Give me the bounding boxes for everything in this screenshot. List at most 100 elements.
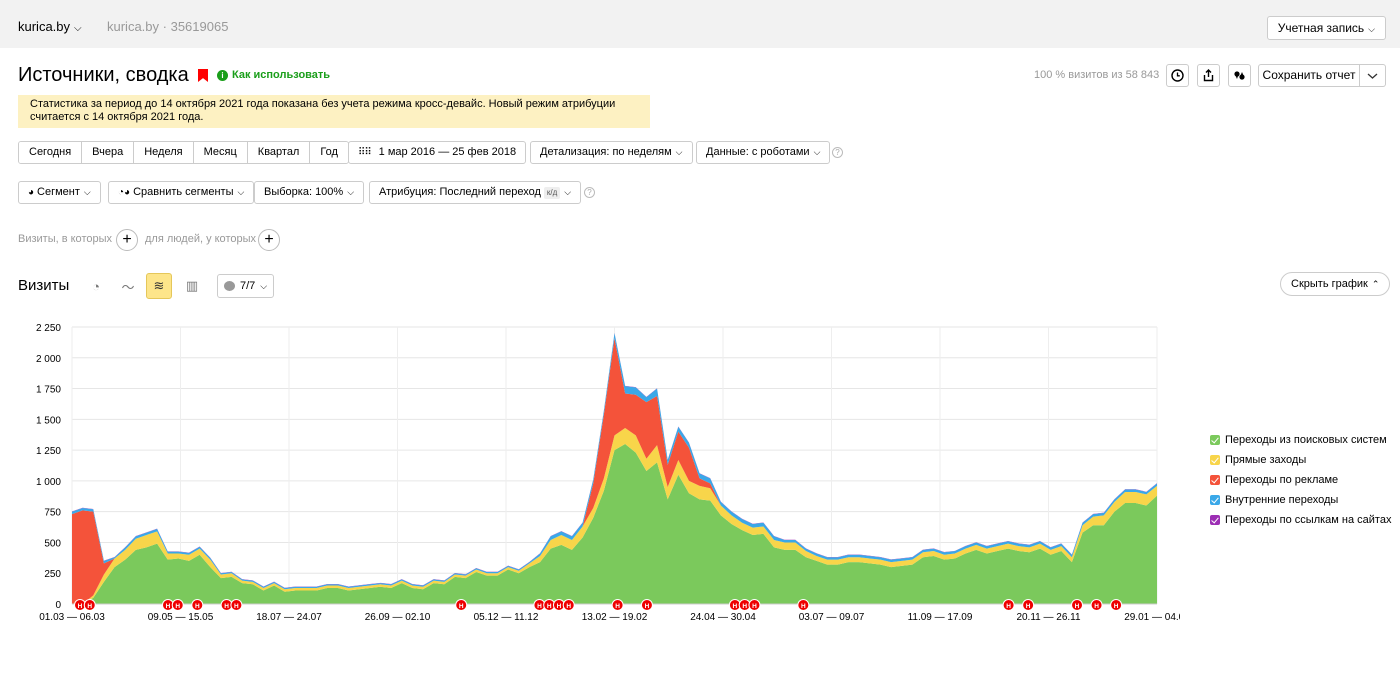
x-tick-label: 13.02 — 19.02 [582,612,648,623]
x-tick-label: 03.07 — 09.07 [799,612,865,623]
hide-chart-button[interactable]: Скрыть график ⌃ [1280,272,1391,296]
bar-chart-view-button[interactable]: ▥ [179,273,205,299]
y-tick-label: 500 [44,538,61,549]
period-today[interactable]: Сегодня [19,142,83,163]
chevron-down-icon: ⌵ [74,23,82,34]
pie-chart-icon: ◔ [92,278,100,294]
legend-item[interactable]: Переходы из поисковых систем [1210,430,1391,450]
help-icon[interactable]: ? [584,187,595,198]
x-tick-label: 24.04 — 30.04 [690,612,756,623]
holiday-marker [191,599,204,611]
x-tick-label: 18.07 — 24.07 [256,612,322,623]
calendar-icon: ⠿⠿ [358,147,372,158]
export-button[interactable] [1197,64,1220,87]
x-tick-label: 29.01 — 04.02 [1124,612,1180,623]
holiday-marker-label: Н [1114,603,1119,610]
y-tick-label: 1 750 [36,385,61,396]
holiday-marker-label: Н [459,603,464,610]
chevron-down-icon: ⌵ [260,281,268,291]
how-to-use-link[interactable]: i Как использовать [217,69,330,81]
visits-stacked-area-chart: 0 250 500 750 1 000 1 250 1 500 1 750 2 000 2 250… [36,323,1180,623]
site-selector[interactable]: kurica.by ⌵ [18,19,82,34]
chevron-down-icon: ⌵ [813,147,821,157]
x-tick-label: 26.09 — 02.10 [365,612,431,623]
visits-filter-label: Визиты, в которых [18,233,112,245]
help-icon[interactable]: ? [832,147,843,158]
segment-dropdown[interactable]: ◕ Сегмент ⌵ [18,181,101,204]
holiday-marker-label: Н [547,603,552,610]
period-yesterday[interactable]: Вчера [82,142,135,163]
clock-icon [1171,69,1184,82]
y-tick-label: 2 250 [36,323,61,334]
legend-item[interactable]: Переходы по рекламе [1210,470,1391,490]
holiday-marker-label: Н [537,603,542,610]
period-quarter[interactable]: Квартал [247,142,311,163]
holiday-marker-label: Н [234,603,239,610]
chevron-down-icon: ⌵ [237,187,245,197]
x-tick-label: 20.11 — 26.11 [1016,612,1081,623]
y-tick-label: 1 000 [36,477,61,488]
checkbox-icon[interactable] [1210,475,1220,485]
period-week[interactable]: Неделя [134,142,194,163]
holiday-marker [230,599,243,611]
account-button[interactable]: Учетная запись ⌵ [1266,16,1386,40]
holiday-marker-label: Н [1026,603,1031,610]
chevron-down-icon: ⌵ [347,187,355,197]
add-visit-filter-button[interactable]: + [116,229,138,251]
y-tick-label: 1 500 [36,415,61,426]
x-tick-label: 11.09 — 17.09 [908,612,973,623]
quote-icon [1234,71,1245,80]
x-tick-label: 09.05 — 15.05 [148,612,214,623]
page-title: Источники, сводка [18,64,189,86]
chevron-down-icon: ⌵ [83,187,91,197]
attribution-dropdown[interactable]: Атрибуция: Последний переход к/д ⌵ [369,181,582,204]
chevron-down-icon: ⌵ [675,147,683,157]
compare-segments-dropdown[interactable]: ◔◕ Сравнить сегменты ⌵ [108,181,255,204]
holiday-marker-label: Н [645,603,650,610]
area-series-3 [72,338,1157,604]
holiday-marker-label: Н [1094,603,1099,610]
history-button[interactable] [1166,64,1189,87]
legend-item[interactable]: Внутренние переходы [1210,490,1391,510]
period-year[interactable]: Год [310,142,348,163]
info-icon: i [217,69,228,81]
y-tick-label: 1 250 [36,446,61,457]
add-people-filter-button[interactable]: + [258,229,280,251]
holiday-marker-label: Н [166,603,171,610]
cross-device-badge: к/д [543,187,561,199]
line-chart-view-button[interactable]: 〜 [115,273,141,299]
save-report-button[interactable]: Сохранить отчет [1258,64,1360,87]
holiday-marker [455,599,468,611]
legend-item[interactable]: Прямые заходы [1210,450,1391,470]
legend-label: Переходы по ссылкам на сайтах [1225,514,1392,526]
area-series-1 [72,443,1157,604]
save-report-dropdown[interactable] [1360,64,1386,87]
holiday-marker [562,599,575,611]
period-month[interactable]: Месяц [193,142,248,163]
checkbox-icon[interactable] [1210,435,1220,445]
series-selector[interactable]: 7/7 ⌵ [217,274,275,298]
sample-dropdown[interactable]: Выборка: 100% ⌵ [254,181,365,204]
holiday-marker [1022,599,1035,611]
checkbox-icon[interactable] [1210,455,1220,465]
area-chart-view-button[interactable]: ≋ [146,273,172,299]
x-tick-label: 01.03 — 06.03 [39,612,105,623]
holiday-marker-label: Н [1075,603,1080,610]
legend-label: Прямые заходы [1225,454,1307,466]
holiday-marker [640,599,653,611]
detail-dropdown[interactable]: Детализация: по неделям ⌵ [530,141,693,164]
data-dropdown[interactable]: Данные: с роботами ⌵ [696,141,831,164]
legend-item[interactable]: Переходы по ссылкам на сайтах [1210,510,1391,530]
pie-chart-view-button[interactable]: ◔ [83,273,109,299]
counter-info: kurica.by · 35619065 [107,19,229,34]
y-tick-label: 0 [55,600,61,611]
chart-legend: Переходы из поисковых систем Прямые заход… [1210,430,1391,530]
legend-label: Переходы из поисковых систем [1225,434,1387,446]
bookmark-icon[interactable] [198,69,208,82]
date-range-button[interactable]: ⠿⠿ 1 мар 2016 — 25 фев 2018 [348,141,527,164]
period-selector: Сегодня Вчера Неделя Месяц Квартал Год [18,141,349,164]
api-button[interactable] [1228,64,1251,87]
holiday-marker-label: Н [78,603,83,610]
checkbox-icon[interactable] [1210,495,1220,505]
checkbox-icon[interactable] [1210,515,1220,525]
